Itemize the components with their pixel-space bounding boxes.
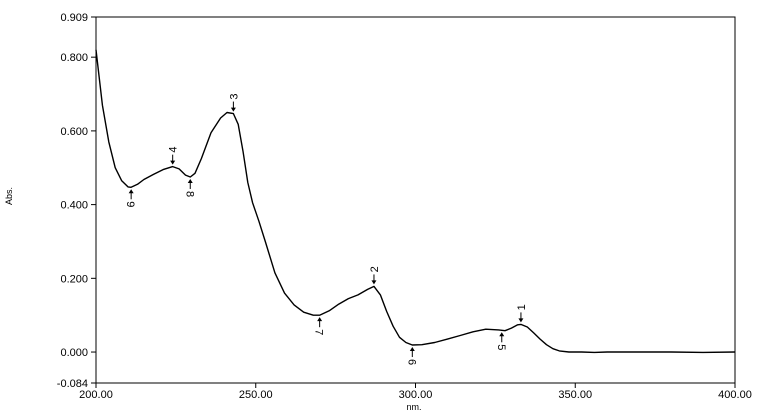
x-tick-label: 200.00 xyxy=(79,389,113,401)
y-tick-label: 0.000 xyxy=(60,347,88,359)
marker-label: 9 xyxy=(124,201,136,207)
marker-arrow-head xyxy=(409,347,415,352)
y-tick-label: 0.800 xyxy=(60,52,88,64)
marker-arrow-head xyxy=(230,107,236,112)
peak-marker-5: 5 xyxy=(495,332,507,350)
y-tick-label: -0.084 xyxy=(57,378,88,390)
marker-arrow-head xyxy=(187,178,193,183)
peak-marker-8: 8 xyxy=(183,178,195,197)
peak-marker-6: 6 xyxy=(405,347,417,365)
peak-marker-9: 9 xyxy=(124,189,136,207)
y-tick-label: 0.909 xyxy=(60,12,88,24)
marker-arrow-head xyxy=(518,318,524,323)
plot-area-frame xyxy=(95,16,736,384)
peak-marker-3: 3 xyxy=(228,93,240,112)
marker-label: 4 xyxy=(168,147,180,153)
marker-arrow-head xyxy=(371,280,377,285)
y-tick-label: 0.400 xyxy=(60,200,88,212)
marker-label: 3 xyxy=(228,93,240,99)
spectrum-line xyxy=(95,49,736,354)
peak-marker-2: 2 xyxy=(369,266,381,285)
marker-arrow-head xyxy=(170,160,176,165)
peak-marker-1: 1 xyxy=(516,304,528,323)
series-group xyxy=(95,49,736,354)
marker-label: 5 xyxy=(495,344,507,350)
marker-arrow-head xyxy=(128,189,134,194)
marker-label: 8 xyxy=(183,191,195,197)
peak-marker-7: 7 xyxy=(313,317,325,335)
x-tick-label: 250.00 xyxy=(239,389,273,401)
x-tick-label: 300.00 xyxy=(399,389,433,401)
marker-label: 7 xyxy=(313,329,325,335)
marker-arrow-head xyxy=(317,317,323,322)
marker-label: 1 xyxy=(516,304,528,310)
marker-label: 2 xyxy=(369,266,381,272)
y-tick-label: 0.600 xyxy=(60,126,88,138)
marker-arrow-head xyxy=(499,332,505,337)
y-axis-title: Abs. xyxy=(4,187,14,205)
x-axis-title: nm. xyxy=(406,402,421,412)
y-tick-label: 0.200 xyxy=(60,273,88,285)
x-axis-ticks: 200.00 250.00 300.00 350.00 400.00 xyxy=(79,383,752,401)
x-tick-label: 350.00 xyxy=(558,389,592,401)
peak-annotations: 1 2 3 4 5 6 7 8 9 xyxy=(124,93,528,365)
y-axis-ticks: 0.909 0.800 0.600 0.400 0.200 0.000 -0.084 xyxy=(57,12,96,390)
peak-marker-4: 4 xyxy=(168,147,180,165)
marker-label: 6 xyxy=(405,359,417,365)
x-tick-label: 400.00 xyxy=(718,389,752,401)
